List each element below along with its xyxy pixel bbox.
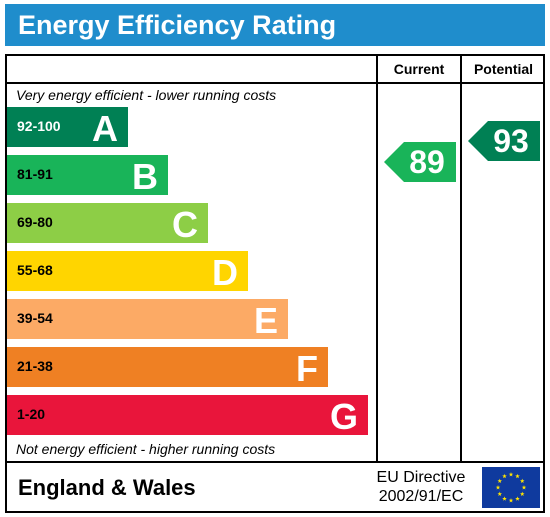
band-letter: E [253,300,278,341]
eu-star-icon [519,478,525,483]
band-range-label: 39-54 [17,310,53,326]
eu-flag-icon [482,467,540,508]
current-column-header: Current [393,61,445,77]
column-divider-potential [460,54,462,463]
band-letter: A [92,108,118,149]
rating-band-a: 92-100 A [7,107,128,149]
rating-band-g: 1-20 G [7,395,368,437]
region-label: England & Wales [18,475,196,500]
eu-star-icon [495,485,501,490]
eu-star-icon [519,491,525,496]
eu-directive-line1: EU Directive [376,469,466,486]
eu-star-icon [497,491,503,496]
rating-band-f: 21-38 F [7,347,328,389]
band-letter: F [296,348,318,389]
band-range-label: 69-80 [17,214,53,230]
rating-band-e: 39-54 E [7,299,288,341]
potential-rating-arrow [468,121,540,161]
eu-star-icon [497,478,503,483]
eu-star-icon [515,473,520,479]
eu-star-icon [502,496,507,501]
band-range-label: 81-91 [17,166,53,182]
eu-star-icon [502,473,507,479]
page-title: Energy Efficiency Rating [18,10,337,40]
rating-frame [5,54,545,513]
current-rating-value: 89 [409,144,445,180]
inefficient-note: Not energy efficient - higher running co… [16,441,276,457]
eu-star-icon [508,498,514,503]
header-bar: Energy Efficiency Rating [5,4,545,46]
footer-divider [5,461,545,463]
eu-directive-line2: 2002/91/EC [378,488,464,505]
potential-rating-value: 93 [493,123,529,159]
band-range-label: 21-38 [17,358,53,374]
header-row-divider [5,82,545,84]
band-letter: G [329,396,358,437]
band-letter: B [132,156,158,197]
band-range-label: 92-100 [17,118,61,134]
rating-band-c: 69-80 C [7,203,208,245]
rating-band-b: 81-91 B [7,155,168,197]
efficient-note: Very energy efficient - lower running co… [16,87,277,103]
potential-column-header: Potential [473,61,534,77]
eu-star-icon [515,496,520,501]
rating-band-d: 55-68 D [7,251,248,293]
band-range-label: 55-68 [17,262,53,278]
eu-star-icon [508,472,514,477]
band-letter: C [172,204,198,245]
eu-directive-label: EU Directive 2002/91/EC [369,468,473,506]
current-rating-arrow [384,142,456,182]
band-range-label: 1-20 [17,406,46,422]
eu-star-icon [521,485,527,490]
band-letter: D [212,252,238,293]
column-divider-current [376,54,378,463]
